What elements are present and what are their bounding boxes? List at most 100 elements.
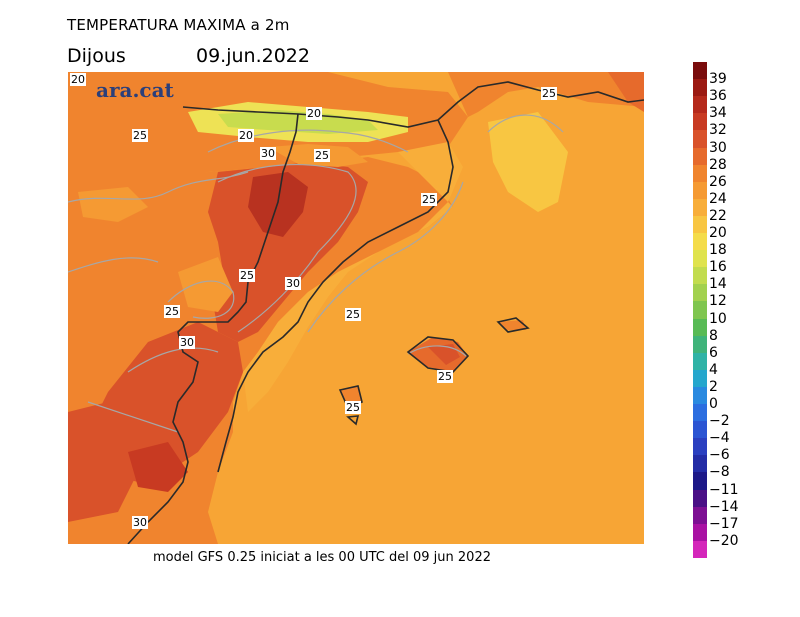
legend-swatch <box>693 489 707 508</box>
legend-label: 6 <box>709 344 718 361</box>
legend-swatch <box>693 267 707 285</box>
legend-swatch <box>693 438 707 456</box>
legend-label: 24 <box>709 190 727 207</box>
coastline-north <box>182 81 644 128</box>
contour-line <box>167 280 235 319</box>
legend-swatch <box>693 130 707 148</box>
coastline-menorca <box>496 317 530 333</box>
contour-label: 25 <box>437 370 453 383</box>
date-label: 09.jun.2022 <box>196 45 310 67</box>
contour-label: 20 <box>238 129 254 142</box>
legend-swatch <box>693 335 707 354</box>
legend-swatch <box>693 215 707 234</box>
legend-label: 34 <box>709 105 727 122</box>
legend-label: 0 <box>709 396 718 412</box>
cool-patch-west <box>178 257 233 312</box>
contour-line <box>217 163 357 333</box>
chart-title: TEMPERATURA MAXIMA a 2m <box>67 16 290 34</box>
legend-swatch <box>693 301 707 319</box>
legend-swatch <box>693 506 707 525</box>
contour-line <box>68 257 159 273</box>
legend-swatch <box>693 472 707 490</box>
legend-swatch <box>693 113 707 131</box>
contour-label: 30 <box>260 147 276 160</box>
legend-label: 8 <box>709 327 718 344</box>
legend-label: 32 <box>709 122 727 139</box>
hot-zone-southwest <box>68 402 138 522</box>
cool-patch-mid <box>78 187 148 222</box>
color-legend: 39 36 34 32 30 28 26 24 22 20 18 16 14 12 10 8 6 4 2 0 −2 −4−… <box>693 62 793 562</box>
legend-label: 28 <box>709 156 727 173</box>
legend-swatch <box>693 164 707 183</box>
contour-label: 25 <box>132 129 148 142</box>
legend-label: 36 <box>709 88 727 105</box>
menorca <box>498 320 526 330</box>
legend-label: 30 <box>709 139 727 156</box>
day-label: Dijous <box>67 45 126 67</box>
legend-swatch <box>693 284 707 302</box>
legend-swatch <box>693 250 707 268</box>
legend-label: 18 <box>709 242 727 259</box>
contour-label: 25 <box>421 193 437 206</box>
contour-line <box>407 345 467 357</box>
contour-label: 30 <box>179 336 195 349</box>
land-east-france-hot <box>608 72 644 112</box>
contour-label: 30 <box>132 516 148 529</box>
contour-line <box>127 347 219 373</box>
legend-label: 12 <box>709 293 727 310</box>
legend-swatch <box>693 352 707 371</box>
legend-label: 4 <box>709 361 718 378</box>
contour-label: 25 <box>164 305 180 318</box>
legend-label: −8 <box>709 464 730 481</box>
legend-swatch <box>693 62 707 80</box>
legend-label: −4 <box>709 430 730 447</box>
contour-label: 25 <box>541 87 557 100</box>
legend-label: 10 <box>709 310 727 327</box>
mallorca-hot <box>428 344 460 365</box>
contour-line <box>307 181 464 333</box>
contour-line <box>68 171 249 203</box>
legend-swatch <box>693 523 707 542</box>
coastline-formentera <box>346 415 360 426</box>
legend-label: −17 <box>709 515 739 532</box>
legend-swatch <box>693 233 707 251</box>
sea-cool-patch <box>488 112 568 212</box>
legend-label: 16 <box>709 259 727 276</box>
legend-swatch <box>693 455 707 473</box>
legend-swatch <box>693 540 707 559</box>
legend-swatch <box>693 147 707 166</box>
legend-label: 20 <box>709 225 727 241</box>
border-france-spain <box>127 113 299 544</box>
legend-label: 2 <box>709 378 718 395</box>
legend-swatch <box>693 404 707 422</box>
legend-label: −14 <box>709 498 739 515</box>
legend-label: 39 <box>709 71 727 88</box>
contour-label: 30 <box>285 277 301 290</box>
contour-label: 20 <box>70 73 86 86</box>
legend-swatch <box>693 198 707 217</box>
legend-swatch <box>693 318 707 337</box>
legend-label: −11 <box>709 481 739 498</box>
contour-label: 25 <box>345 308 361 321</box>
temperature-map: ara.cat 20 25 20 30 20 25 25 25 25 30 25… <box>68 72 644 544</box>
coastline-catalonia <box>217 119 454 473</box>
contour-line <box>87 401 179 433</box>
legend-label: −20 <box>709 532 739 549</box>
contour-label: 20 <box>306 107 322 120</box>
coastal-strip <box>243 142 463 412</box>
contour-label: 25 <box>345 401 361 414</box>
legend-swatch <box>693 96 707 114</box>
pyrenees-cold <box>218 110 378 134</box>
legend-label: −2 <box>709 413 730 430</box>
legend-swatch <box>693 369 707 388</box>
legend-label: 26 <box>709 173 727 190</box>
legend-swatch <box>693 386 707 405</box>
legend-swatch <box>693 79 707 97</box>
legend-label: 14 <box>709 276 727 293</box>
ara-cat-logo: ara.cat <box>96 78 174 102</box>
legend-label: −6 <box>709 447 730 464</box>
hot-spot-west <box>128 442 188 492</box>
contour-label: 25 <box>314 149 330 162</box>
contour-label: 25 <box>239 269 255 282</box>
model-info: model GFS 0.25 iniciat a les 00 UTC del … <box>153 550 491 565</box>
